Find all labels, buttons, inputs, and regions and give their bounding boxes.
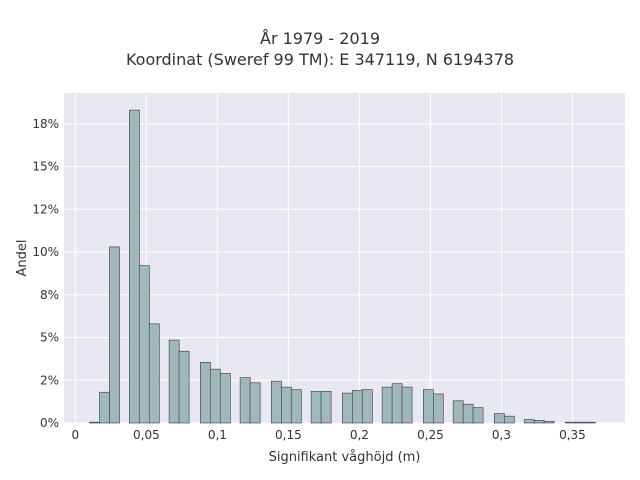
histogram-bar [178, 350, 190, 424]
histogram-bar [565, 421, 576, 424]
histogram-bar [129, 109, 140, 424]
histogram-bar [452, 400, 464, 424]
histogram-bar [462, 403, 474, 424]
x-axis-label: Signifikant våghöjd (m) [269, 450, 421, 465]
histogram-bar [401, 386, 413, 424]
histogram-bar [472, 407, 484, 424]
histogram-bar [138, 265, 150, 424]
x-tick-label: 0,2 [350, 428, 369, 442]
x-tick-label: 0,1 [208, 428, 227, 442]
histogram-bar [432, 393, 444, 424]
histogram-bar [543, 420, 555, 424]
histogram-bar [168, 339, 180, 424]
chart-title: År 1979 - 2019 [260, 29, 380, 48]
x-axis-ticks: 0 0,05 0,1 0,15 0,2 0,25 0,3 0,35 [72, 428, 586, 442]
y-tick-label: 8% [40, 288, 59, 302]
y-tick-label: 0% [40, 416, 59, 430]
histogram-bar [148, 323, 160, 424]
x-tick-label: 0 [72, 428, 80, 442]
histogram-bar [523, 419, 535, 424]
x-tick-label: 0,05 [133, 428, 160, 442]
x-tick-label: 0,3 [492, 428, 511, 442]
x-tick-label: 0,15 [275, 428, 302, 442]
histogram-bar [494, 413, 505, 424]
y-tick-label: 15% [32, 160, 59, 174]
histogram-bar [574, 421, 586, 424]
histogram-bar [239, 377, 251, 424]
histogram-bar [200, 362, 211, 424]
histogram-bar [361, 389, 373, 424]
y-tick-label: 18% [32, 117, 59, 131]
histogram-bar [89, 421, 100, 424]
histogram-bar [352, 390, 363, 424]
chart-subtitle: Koordinat (Sweref 99 TM): E 347119, N 61… [125, 50, 515, 69]
histogram-bar [219, 373, 231, 424]
histogram-bar [310, 391, 322, 424]
y-tick-label: 2% [40, 373, 59, 387]
histogram-bar [320, 391, 332, 424]
y-tick-label: 10% [32, 245, 59, 259]
histogram-bar [391, 383, 403, 424]
histogram-bar [99, 391, 110, 424]
x-tick-label: 0,25 [417, 428, 444, 442]
histogram-bar [271, 380, 282, 424]
histogram-bar [290, 389, 302, 424]
histogram-bar [533, 420, 545, 424]
histogram-bar [209, 368, 221, 424]
y-axis-ticks: 0% 2% 5% 8% 10% 12% 15% 18% [32, 117, 59, 430]
histogram-bar [342, 392, 353, 424]
y-tick-label: 5% [40, 331, 59, 345]
histogram-bar [503, 415, 515, 424]
histogram-bar [584, 421, 596, 424]
histogram-bar [249, 382, 261, 424]
y-tick-label: 12% [32, 202, 59, 216]
histogram-bar [280, 386, 292, 424]
histogram-bar [381, 386, 393, 424]
y-axis-label: Andel [15, 240, 30, 277]
histogram-bar [109, 246, 120, 424]
histogram-bar [423, 389, 434, 424]
x-tick-label: 0,35 [559, 428, 586, 442]
histogram-bars [89, 109, 596, 424]
